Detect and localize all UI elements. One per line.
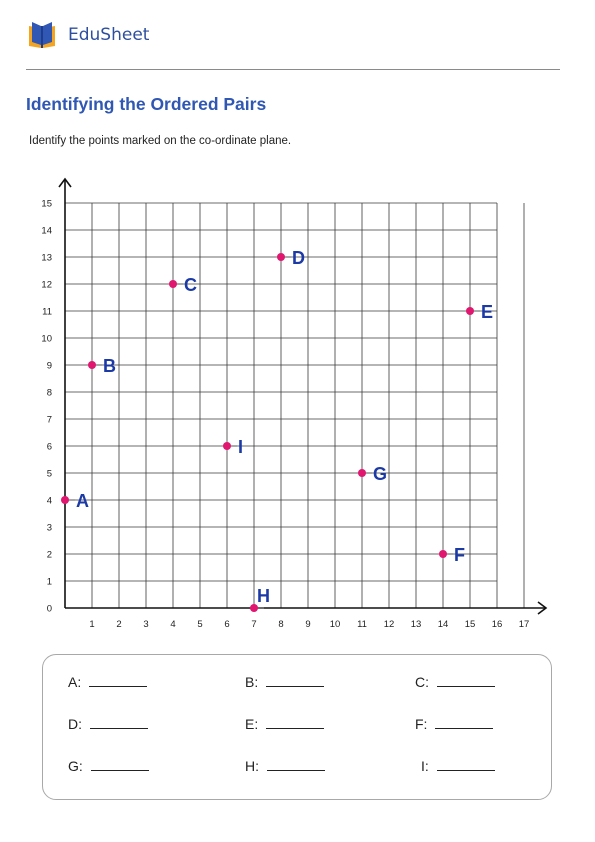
x-tick-label: 7 bbox=[251, 619, 256, 630]
y-tick-label: 3 bbox=[47, 523, 52, 534]
x-tick-label: 12 bbox=[384, 619, 395, 630]
x-tick-label: 9 bbox=[305, 619, 310, 630]
answer-g-label: G: bbox=[68, 758, 83, 774]
answer-b-blank[interactable] bbox=[266, 685, 325, 687]
x-tick-label: 4 bbox=[170, 619, 175, 630]
answer-i-blank[interactable] bbox=[436, 769, 495, 771]
answer-i-label: I: bbox=[421, 758, 429, 774]
point-g-label: G bbox=[373, 464, 387, 484]
x-tick-label: 1 bbox=[89, 619, 94, 630]
point-e-label: E bbox=[481, 302, 493, 322]
x-tick-label: 3 bbox=[143, 619, 148, 630]
answer-g: G: bbox=[68, 758, 149, 774]
point-h-label: H bbox=[257, 586, 270, 606]
x-tick-label: 8 bbox=[278, 619, 283, 630]
y-tick-label: 2 bbox=[47, 550, 52, 561]
answer-b-label: B: bbox=[245, 674, 259, 690]
x-axis-arrow-icon bbox=[537, 601, 548, 615]
answer-d-label: D: bbox=[68, 716, 82, 732]
x-tick-label: 5 bbox=[197, 619, 202, 630]
x-tick-label: 11 bbox=[357, 619, 367, 630]
answer-f: F: bbox=[415, 716, 494, 732]
answer-c-label: C: bbox=[415, 674, 429, 690]
answer-a-blank[interactable] bbox=[89, 685, 148, 687]
point-c-label: C bbox=[184, 275, 197, 295]
y-tick-label: 15 bbox=[41, 199, 52, 210]
coordinate-plane: 1 2 3 4 5 6 7 8 9 10 11 12 13 14 15 16 17012345678910111… bbox=[41, 177, 548, 630]
x-tick-label: 17 bbox=[519, 619, 530, 630]
x-tick-label: 13 bbox=[411, 619, 422, 630]
open-book-icon bbox=[29, 22, 55, 48]
point-c bbox=[169, 280, 177, 288]
header-divider bbox=[26, 69, 560, 70]
answer-g-blank[interactable] bbox=[90, 769, 149, 771]
point-a bbox=[61, 496, 69, 504]
answer-a: A: bbox=[68, 674, 148, 690]
x-tick-label: 10 bbox=[330, 619, 341, 630]
y-tick-label: 12 bbox=[41, 280, 52, 291]
answer-e-blank[interactable] bbox=[266, 727, 325, 729]
y-tick-label: 11 bbox=[42, 307, 52, 318]
answer-box bbox=[42, 654, 552, 800]
y-tick-label: 0 bbox=[47, 604, 52, 615]
point-f-label: F bbox=[454, 545, 465, 565]
point-g bbox=[358, 469, 366, 477]
x-tick-label: 15 bbox=[465, 619, 476, 630]
point-b bbox=[88, 361, 96, 369]
answer-h-label: H: bbox=[245, 758, 259, 774]
answer-c: C: bbox=[415, 674, 495, 690]
point-a-label: A bbox=[76, 491, 89, 511]
x-tick-label: 14 bbox=[438, 619, 449, 630]
y-tick-label: 10 bbox=[41, 334, 52, 345]
point-f bbox=[439, 550, 447, 558]
worksheet-title: Identifying the Ordered Pairs bbox=[26, 94, 267, 114]
answer-d: D: bbox=[68, 716, 148, 732]
y-tick-label: 14 bbox=[41, 226, 52, 237]
y-tick-label: 13 bbox=[41, 253, 52, 264]
point-i-label: I bbox=[238, 437, 243, 457]
x-tick-label: 6 bbox=[224, 619, 229, 630]
y-tick-label: 5 bbox=[47, 469, 52, 480]
answer-f-label: F: bbox=[415, 716, 428, 732]
y-tick-label: 7 bbox=[47, 415, 52, 426]
answer-f-blank[interactable] bbox=[435, 727, 494, 729]
answer-e: E: bbox=[245, 716, 325, 732]
y-tick-label: 8 bbox=[47, 388, 52, 399]
x-tick-label: 2 bbox=[116, 619, 121, 630]
worksheet-instruction: Identify the points marked on the co-ord… bbox=[29, 135, 292, 147]
y-tick-label: 9 bbox=[47, 361, 52, 372]
point-e bbox=[466, 307, 474, 315]
y-tick-label: 6 bbox=[47, 442, 52, 453]
point-i bbox=[223, 442, 231, 450]
point-b-label: B bbox=[103, 356, 116, 376]
y-tick-label: 1 bbox=[47, 577, 52, 588]
answer-b: B: bbox=[245, 674, 325, 690]
y-axis-arrow-icon bbox=[58, 177, 72, 188]
brand-name: EduSheet bbox=[68, 25, 150, 45]
brand-header: EduSheet bbox=[26, 20, 149, 50]
answer-h: H: bbox=[245, 758, 325, 774]
answer-d-blank[interactable] bbox=[90, 727, 148, 729]
x-tick-label: 16 bbox=[492, 619, 503, 630]
point-d-label: D bbox=[292, 248, 305, 268]
point-h bbox=[250, 604, 258, 612]
answer-a-label: A: bbox=[68, 674, 82, 690]
point-d bbox=[277, 253, 285, 261]
answer-h-blank[interactable] bbox=[267, 769, 325, 771]
answer-c-blank[interactable] bbox=[437, 685, 495, 687]
answer-e-label: E: bbox=[245, 716, 259, 732]
answer-i: I: bbox=[421, 758, 495, 774]
y-tick-label: 4 bbox=[47, 496, 52, 507]
